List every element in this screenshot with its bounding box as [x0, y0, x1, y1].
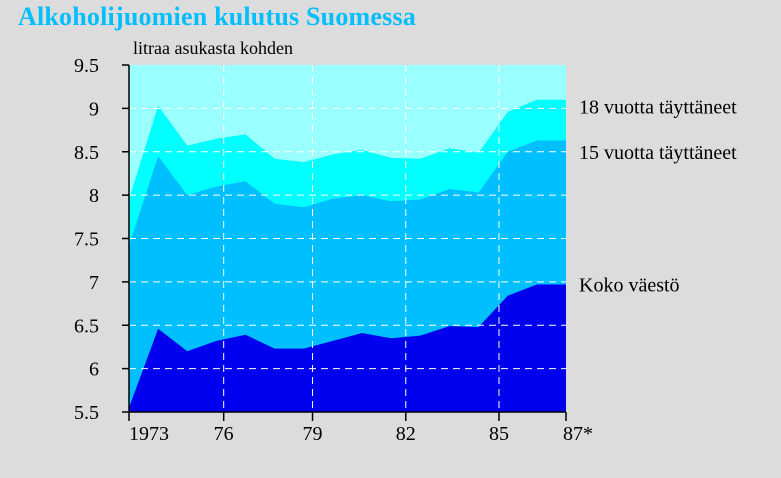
y-tick-label: 6	[89, 359, 99, 381]
grid	[129, 65, 566, 412]
series-labels: 18 vuotta täyttäneet 15 vuotta täyttäneet…	[579, 97, 737, 297]
x-tick-label: 87*	[563, 423, 593, 445]
chart-title: Alkoholijuomien kulutus Suomessa	[18, 2, 416, 31]
y-tick-label: 7.5	[74, 229, 99, 251]
series-area-3	[129, 284, 566, 412]
x-tick-label: 76	[214, 423, 234, 445]
series-label-2: 15 vuotta täyttäneet	[579, 142, 737, 164]
y-tick-label: 9	[89, 98, 99, 120]
series-label-1: 18 vuotta täyttäneet	[579, 97, 737, 119]
y-tick-label: 9.5	[74, 55, 99, 77]
x-tick-label: 79	[303, 423, 323, 445]
series-label-3: Koko väestö	[579, 274, 680, 296]
axes: 5.5 6 6.5 7 7.5 8 8.5 9 9.5 1973 76 79 82 85 87*	[74, 55, 593, 445]
x-tick-label: 85	[489, 423, 509, 445]
x-tick-label: 1973	[129, 423, 169, 445]
y-axis-label: litraa asukasta kohden	[133, 38, 293, 58]
y-tick-label: 7	[89, 272, 99, 294]
y-tick-label: 8.5	[74, 142, 99, 164]
x-tick-label: 82	[396, 423, 416, 445]
y-tick-label: 6.5	[74, 315, 99, 337]
y-tick-label: 5.5	[74, 402, 99, 424]
y-tick-label: 8	[89, 185, 99, 207]
